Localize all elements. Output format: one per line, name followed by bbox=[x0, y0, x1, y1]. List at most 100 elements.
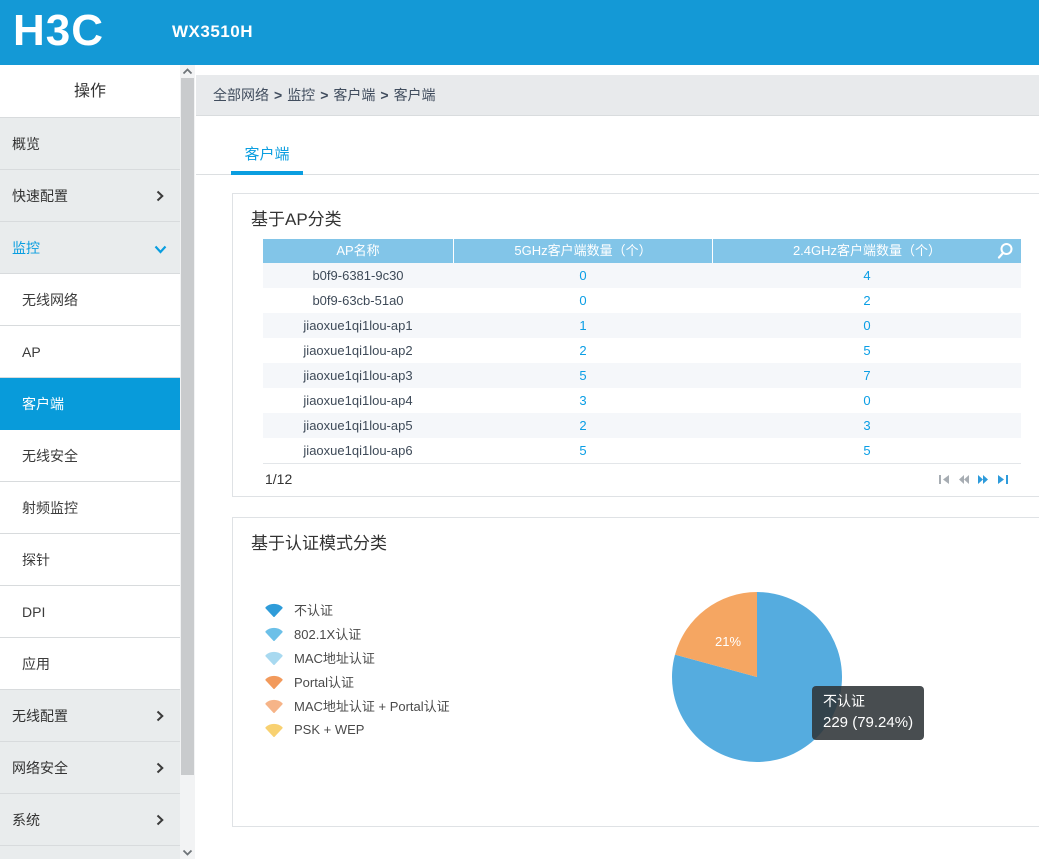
chart-legend: 不认证 802.1X认证 MAC地址认证 Portal认证 MAC地址认证 + … bbox=[263, 597, 450, 741]
scroll-down-button[interactable] bbox=[180, 846, 195, 859]
client-count-link[interactable]: 0 bbox=[579, 268, 587, 283]
sidebar-item-rf-monitor[interactable]: 射频监控 bbox=[0, 482, 180, 534]
legend-item-mac-portal-auth[interactable]: MAC地址认证 + Portal认证 bbox=[263, 693, 450, 717]
ap-table-body: b0f9-6381-9c30 0 4 b0f9-63cb-51a0 0 2 jiaoxu… bbox=[263, 263, 1021, 463]
breadcrumb-monitor[interactable]: 监控 bbox=[287, 87, 316, 103]
client-count-link[interactable]: 0 bbox=[863, 393, 871, 408]
sidebar-scrollbar[interactable] bbox=[180, 65, 195, 859]
table-footer: 1/12 bbox=[263, 463, 1021, 494]
pie-fan-icon bbox=[265, 699, 283, 713]
client-count-link[interactable]: 2 bbox=[579, 418, 587, 433]
table-row: b0f9-6381-9c30 0 4 bbox=[263, 263, 1021, 288]
client-count-link[interactable]: 0 bbox=[863, 318, 871, 333]
sidebar-menu: 概览 快速配置 监控 无线网络 AP 客户端 无线安全 射频监控 探针 DPI … bbox=[0, 118, 180, 859]
sidebar-item-wireless-network[interactable]: 无线网络 bbox=[0, 274, 180, 326]
legend-item-8021x[interactable]: 802.1X认证 bbox=[263, 621, 450, 645]
sidebar-item-overview[interactable]: 概览 bbox=[0, 118, 180, 170]
client-count-link[interactable]: 7 bbox=[863, 368, 871, 383]
column-header-5ghz: 5GHz客户端数量（个） bbox=[453, 239, 713, 263]
client-count-link[interactable]: 1 bbox=[579, 318, 587, 333]
first-page-button[interactable] bbox=[938, 474, 950, 485]
table-row: jiaoxue1qi1lou-ap1 1 0 bbox=[263, 313, 1021, 338]
table-row: jiaoxue1qi1lou-ap5 2 3 bbox=[263, 413, 1021, 438]
pie-fan-icon bbox=[265, 651, 283, 665]
app-header: H3C WX3510H bbox=[0, 0, 1039, 65]
sidebar-item-probe[interactable]: 探针 bbox=[0, 534, 180, 586]
tab-client[interactable]: 客户端 bbox=[244, 146, 290, 163]
last-page-button[interactable] bbox=[997, 474, 1009, 485]
active-tab-underline bbox=[231, 171, 303, 175]
chevron-down-icon bbox=[154, 245, 167, 254]
sidebar-item-network-security[interactable]: 网络安全 bbox=[0, 742, 180, 794]
client-count-link[interactable]: 3 bbox=[579, 393, 587, 408]
sidebar-item-client[interactable]: 客户端 bbox=[0, 378, 180, 430]
pie-slice-0[interactable] bbox=[672, 592, 842, 762]
ap-table-header: AP名称 5GHz客户端数量（个） 2.4GHz客户端数量（个） bbox=[263, 239, 1021, 263]
chevron-down-icon bbox=[182, 849, 193, 856]
client-count-link[interactable]: 0 bbox=[579, 293, 587, 308]
auth-classification-card: 基于认证模式分类 不认证 802.1X认证 MAC地址认证 Portal认证 M… bbox=[232, 517, 1039, 827]
sidebar-item-quick-config[interactable]: 快速配置 bbox=[0, 170, 180, 222]
pagination-controls bbox=[938, 474, 1009, 485]
sidebar-item-system[interactable]: 系统 bbox=[0, 794, 180, 846]
next-page-button[interactable] bbox=[977, 474, 990, 485]
sidebar-item-dpi[interactable]: DPI bbox=[0, 586, 180, 638]
pie-fan-icon bbox=[265, 627, 283, 641]
chevron-right-icon bbox=[156, 190, 164, 202]
pie-fan-icon bbox=[265, 723, 283, 737]
ap-section-title: 基于AP分类 bbox=[251, 210, 342, 229]
sidebar-item-monitor[interactable]: 监控 bbox=[0, 222, 180, 274]
sidebar-item-wireless-config[interactable]: 无线配置 bbox=[0, 690, 180, 742]
device-model: WX3510H bbox=[172, 22, 253, 41]
client-count-link[interactable]: 3 bbox=[863, 418, 871, 433]
client-count-link[interactable]: 2 bbox=[863, 293, 871, 308]
client-count-link[interactable]: 5 bbox=[579, 368, 587, 383]
search-icon[interactable] bbox=[995, 241, 1015, 261]
sidebar-item-application[interactable]: 应用 bbox=[0, 638, 180, 690]
ap-table: AP名称 5GHz客户端数量（个） 2.4GHz客户端数量（个） b0f9-63… bbox=[263, 239, 1021, 494]
sidebar-title: 操作 bbox=[0, 65, 180, 118]
page-indicator: 1/12 bbox=[265, 471, 293, 487]
legend-item-portal-auth[interactable]: Portal认证 bbox=[263, 669, 450, 693]
breadcrumb-separator: > bbox=[380, 87, 389, 103]
sidebar-item-partial bbox=[0, 846, 180, 859]
pie-slice-percent-label: 21% bbox=[714, 634, 742, 649]
breadcrumb-separator: > bbox=[320, 87, 329, 103]
previous-page-button[interactable] bbox=[957, 474, 970, 485]
pie-fan-icon bbox=[265, 603, 283, 617]
chevron-right-icon bbox=[156, 814, 164, 826]
pie-fan-icon bbox=[265, 675, 283, 689]
sidebar-item-ap[interactable]: AP bbox=[0, 326, 180, 378]
table-row: jiaoxue1qi1lou-ap6 5 5 bbox=[303, 443, 871, 458]
breadcrumb: 全部网络 > 监控 > 客户端 > 客户端 bbox=[196, 75, 1039, 116]
legend-item-no-auth[interactable]: 不认证 bbox=[263, 597, 450, 621]
legend-item-mac-auth[interactable]: MAC地址认证 bbox=[263, 645, 450, 669]
client-count-link[interactable]: 5 bbox=[579, 443, 587, 458]
client-count-link[interactable]: 4 bbox=[863, 268, 871, 283]
legend-item-psk-wep[interactable]: PSK + WEP bbox=[263, 717, 450, 741]
client-count-link[interactable]: 5 bbox=[863, 343, 871, 358]
scrollbar-thumb[interactable] bbox=[181, 78, 194, 775]
breadcrumb-client[interactable]: 客户端 bbox=[333, 87, 376, 103]
chevron-up-icon bbox=[182, 68, 193, 75]
breadcrumb-all-networks[interactable]: 全部网络 bbox=[213, 87, 269, 103]
sidebar: 操作 概览 快速配置 监控 无线网络 AP 客户端 无线安全 射频监控 探针 D… bbox=[0, 65, 195, 859]
breadcrumb-client-page[interactable]: 客户端 bbox=[393, 87, 436, 103]
chevron-right-icon bbox=[156, 762, 164, 774]
ap-classification-card: 基于AP分类 AP名称 5GHz客户端数量（个） 2.4GHz客户端数量（个） … bbox=[232, 193, 1039, 497]
h3c-logo: H3C bbox=[13, 6, 105, 55]
tab-divider bbox=[196, 174, 1039, 175]
breadcrumb-separator: > bbox=[274, 87, 283, 103]
column-header-24ghz: 2.4GHz客户端数量（个） bbox=[792, 243, 942, 258]
scroll-up-button[interactable] bbox=[180, 65, 195, 78]
auth-pie-chart bbox=[672, 592, 842, 762]
client-count-link[interactable]: 2 bbox=[579, 343, 587, 358]
table-row: b0f9-63cb-51a0 0 2 bbox=[312, 293, 871, 308]
chart-tooltip: 不认证 229 (79.24%) bbox=[812, 686, 925, 740]
sidebar-item-wireless-security[interactable]: 无线安全 bbox=[0, 430, 180, 482]
client-count-link[interactable]: 5 bbox=[863, 443, 871, 458]
table-row: jiaoxue1qi1lou-ap3 5 7 bbox=[263, 363, 1021, 388]
pie-slice-1[interactable] bbox=[675, 592, 757, 677]
table-row: jiaoxue1qi1lou-ap2 2 5 bbox=[303, 343, 871, 358]
